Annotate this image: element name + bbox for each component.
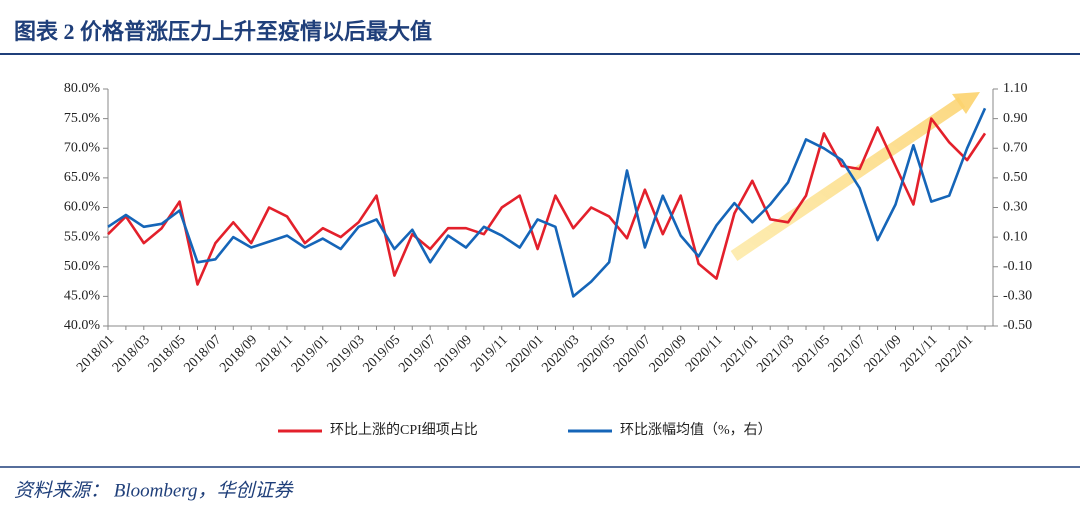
x-tick-label: 2018/07 (181, 332, 224, 375)
x-tick-label: 2021/09 (862, 332, 905, 375)
y2-tick-label: -0.30 (1003, 289, 1032, 304)
x-tick-label: 2022/01 (933, 332, 976, 375)
x-tick-label: 2019/01 (289, 332, 332, 375)
x-tick-label: 2020/01 (504, 332, 547, 375)
y2-tick-label: -0.50 (1003, 318, 1032, 333)
x-tick-label: 2021/07 (826, 332, 869, 375)
x-tick-label: 2019/07 (396, 332, 439, 375)
x-tick-label: 2018/09 (217, 332, 260, 375)
x-tick-label: 2020/05 (575, 332, 618, 375)
y-tick-label: 50.0% (64, 259, 101, 274)
x-tick-label: 2021/01 (718, 332, 761, 375)
series-line (107, 107, 987, 298)
y2-tick-label: 1.10 (1003, 81, 1028, 96)
source: 资料来源： Bloomberg，华创证券 (14, 479, 294, 501)
x-tick-label: 2019/09 (432, 332, 475, 375)
y-tick-label: 55.0% (64, 229, 101, 244)
x-tick-label: 2018/01 (74, 332, 117, 375)
y2-tick-label: -0.10 (1003, 259, 1032, 274)
y2-tick-label: 0.10 (1003, 229, 1028, 244)
trend-arrow (730, 92, 980, 261)
x-tick-label: 2020/11 (683, 332, 726, 375)
y2-tick-label: 0.30 (1003, 200, 1028, 215)
y-tick-label: 65.0% (64, 170, 101, 185)
y2-tick-label: 0.90 (1003, 111, 1028, 126)
x-tick-label: 2021/11 (898, 332, 941, 375)
y-tick-label: 70.0% (64, 140, 101, 155)
y-tick-label: 75.0% (64, 111, 101, 126)
x-tick-label: 2020/07 (611, 332, 654, 375)
x-tick-label: 2021/05 (790, 332, 833, 375)
x-tick-label: 2018/05 (146, 332, 189, 375)
x-tick-label: 2020/09 (647, 332, 690, 375)
x-tick-label: 2018/03 (110, 332, 153, 375)
x-tick-label: 2018/11 (253, 332, 296, 375)
y2-tick-label: 0.50 (1003, 170, 1028, 185)
y-tick-label: 40.0% (64, 318, 101, 333)
series-line (107, 117, 987, 286)
y-tick-label: 80.0% (64, 81, 101, 96)
chart-title: 图表 2 价格普涨压力上升至疫情以后最大值 (14, 19, 432, 44)
legend-label: 环比涨幅均值（%，右） (620, 422, 772, 438)
x-tick-label: 2019/03 (325, 332, 368, 375)
x-tick-label: 2021/03 (754, 332, 797, 375)
x-tick-label: 2020/03 (539, 332, 582, 375)
legend-label: 环比上涨的CPI细项占比 (330, 422, 478, 438)
x-tick-label: 2019/11 (468, 332, 511, 375)
x-tick-label: 2019/05 (360, 332, 403, 375)
y-tick-label: 60.0% (64, 200, 101, 215)
y-tick-label: 45.0% (64, 289, 101, 304)
y2-tick-label: 0.70 (1003, 140, 1028, 155)
